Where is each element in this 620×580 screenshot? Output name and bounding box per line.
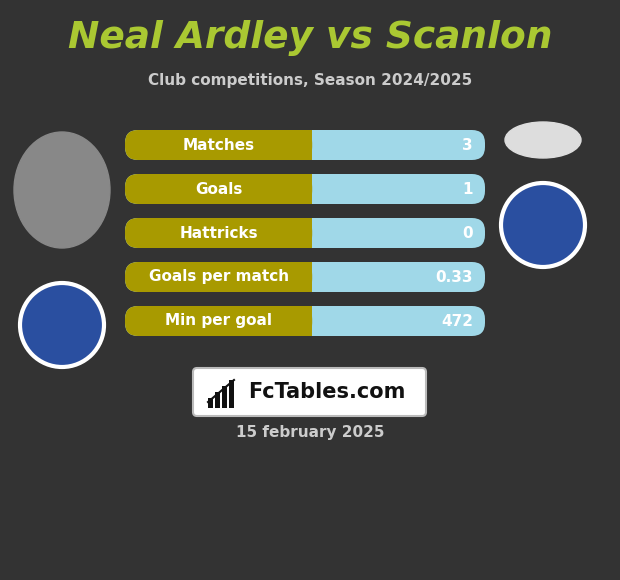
FancyBboxPatch shape [125,130,312,160]
FancyBboxPatch shape [125,174,485,204]
Bar [299,218,312,248]
Bar [229,380,234,408]
Text: Hattricks: Hattricks [179,226,258,241]
FancyBboxPatch shape [125,262,312,292]
Bar [299,130,312,160]
Bar [222,386,227,408]
Text: Goals per match: Goals per match [149,270,289,285]
FancyBboxPatch shape [193,368,426,416]
Text: FcTables.com: FcTables.com [249,382,406,402]
FancyBboxPatch shape [125,306,485,336]
Text: 0.33: 0.33 [435,270,473,285]
Text: Goals: Goals [195,182,242,197]
Bar [299,306,312,336]
Text: 472: 472 [441,314,473,328]
Ellipse shape [505,122,581,158]
Bar [299,262,312,292]
Text: Matches: Matches [182,137,255,153]
FancyBboxPatch shape [125,262,485,292]
FancyBboxPatch shape [125,130,485,160]
FancyBboxPatch shape [125,174,312,204]
Text: 15 february 2025: 15 february 2025 [236,425,384,440]
Circle shape [501,183,585,267]
Bar [299,174,312,204]
Text: 3: 3 [463,137,473,153]
Ellipse shape [14,132,110,248]
Text: 1: 1 [463,182,473,197]
Text: Club competitions, Season 2024/2025: Club competitions, Season 2024/2025 [148,72,472,88]
Text: Neal Ardley vs Scanlon: Neal Ardley vs Scanlon [68,20,552,56]
Bar [208,398,213,408]
Text: Min per goal: Min per goal [165,314,272,328]
FancyBboxPatch shape [125,306,312,336]
Text: 0: 0 [463,226,473,241]
FancyBboxPatch shape [125,218,485,248]
Circle shape [20,283,104,367]
FancyBboxPatch shape [125,218,312,248]
Bar [215,392,220,408]
